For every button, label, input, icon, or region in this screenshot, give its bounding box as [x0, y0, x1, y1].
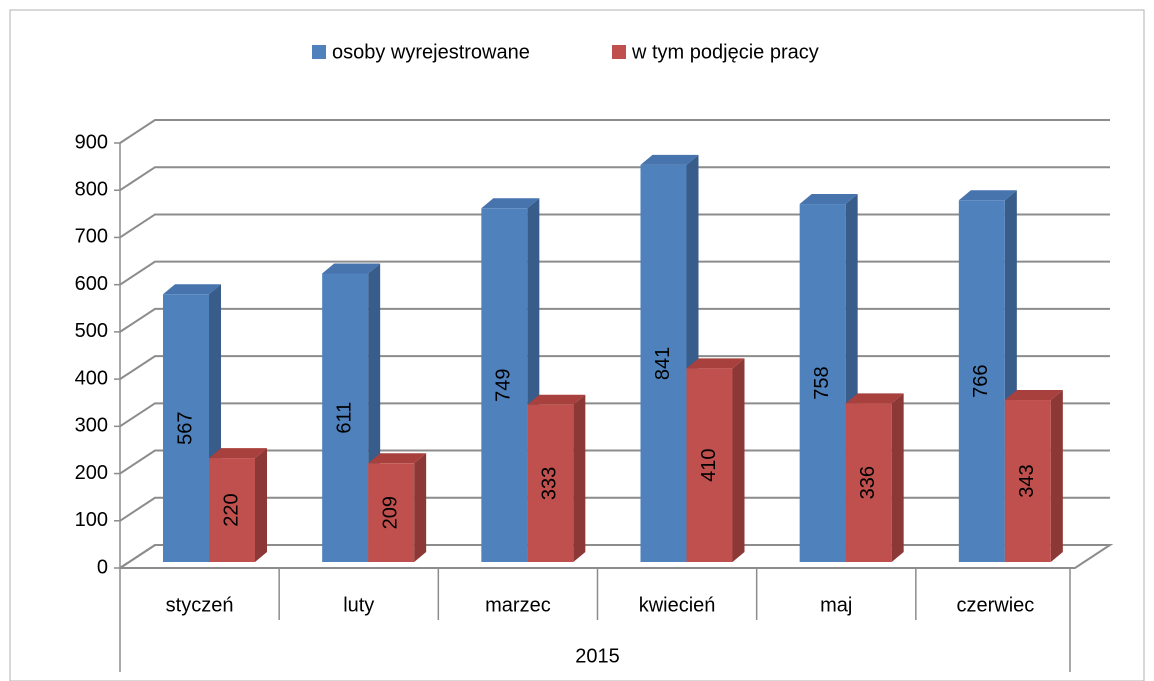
bar-top: [799, 194, 858, 205]
data-label: 343: [1016, 464, 1038, 497]
x-tick-label: czerwiec: [957, 594, 1035, 616]
data-label: 410: [698, 449, 720, 482]
bar: [845, 393, 904, 562]
y-tick-label: 700: [75, 226, 108, 248]
data-label: 766: [970, 364, 992, 397]
bar-front: [163, 294, 209, 562]
grid-line: [119, 402, 1110, 428]
data-label: 567: [174, 411, 196, 444]
grid-line: [119, 213, 1110, 239]
bar: [368, 453, 427, 562]
bar-side: [573, 394, 586, 562]
bar-front: [322, 273, 369, 562]
bar: [1004, 390, 1063, 562]
legend-label: osoby wyrejestrowane: [332, 41, 530, 63]
bar-side: [1050, 390, 1063, 562]
bar-side: [891, 393, 904, 562]
y-tick-label: 600: [75, 273, 108, 295]
bar-top: [640, 154, 699, 165]
grid-line: [119, 449, 1110, 475]
bar-front: [1004, 400, 1051, 562]
bar-front: [686, 368, 733, 562]
y-tick-label: 300: [75, 415, 108, 437]
y-tick-label: 800: [75, 179, 108, 201]
bar-front: [481, 208, 528, 563]
bar-front: [209, 458, 255, 562]
bar-front: [845, 403, 892, 562]
bar-top: [322, 263, 381, 274]
data-label: 758: [811, 366, 833, 399]
y-tick-label: 0: [97, 556, 108, 578]
bar-top: [163, 284, 221, 295]
bar-front: [958, 200, 1005, 562]
y-tick-label: 200: [75, 462, 108, 484]
legend-swatch: [312, 45, 326, 59]
data-label: 611: [333, 402, 355, 434]
x-tick-label: luty: [343, 594, 374, 616]
x-tick-label: styczeń: [166, 594, 234, 616]
data-label: 220: [220, 493, 242, 526]
bar: [686, 358, 745, 562]
grid-line: [119, 119, 1110, 144]
bar-side: [255, 448, 267, 562]
bar-front: [368, 463, 415, 562]
data-label: 333: [539, 467, 561, 500]
bar-front: [527, 404, 574, 562]
x-group-label: 2015: [575, 645, 620, 667]
y-tick-label: 500: [75, 320, 108, 342]
bar-side: [414, 453, 427, 562]
y-tick-label: 900: [75, 131, 108, 153]
legend-label: w tym podjęcie pracy: [631, 41, 819, 63]
bar-front: [799, 204, 846, 563]
bar: [322, 263, 381, 562]
bar-top: [1004, 390, 1063, 401]
data-label: 749: [493, 368, 515, 401]
bar-top: [527, 394, 586, 405]
data-label: 336: [857, 466, 879, 499]
y-tick-label: 400: [75, 367, 108, 389]
bar-top: [209, 448, 267, 459]
bar-side: [732, 358, 745, 562]
x-tick-label: maj: [820, 594, 852, 616]
bar-top: [686, 358, 745, 369]
grid-line: [119, 544, 1110, 569]
grid-line: [119, 307, 1110, 333]
bar: [481, 198, 540, 563]
bar-top: [481, 198, 540, 209]
grid-line: [119, 260, 1110, 286]
x-tick-label: kwiecień: [639, 594, 716, 616]
bar-front: [640, 164, 687, 562]
data-label: 209: [379, 496, 401, 529]
bar: [527, 394, 586, 562]
data-label: 841: [652, 347, 674, 380]
grid-line: [119, 166, 1110, 192]
bar-top: [958, 190, 1017, 201]
bar: [163, 284, 221, 562]
bar-top: [845, 393, 904, 404]
bar: [209, 448, 267, 562]
x-tick-label: marzec: [485, 594, 551, 616]
y-tick-label: 100: [75, 509, 108, 531]
legend-swatch: [612, 45, 626, 59]
grid-line: [119, 496, 1110, 522]
bar-top: [368, 453, 427, 464]
grid-line: [119, 355, 1110, 380]
